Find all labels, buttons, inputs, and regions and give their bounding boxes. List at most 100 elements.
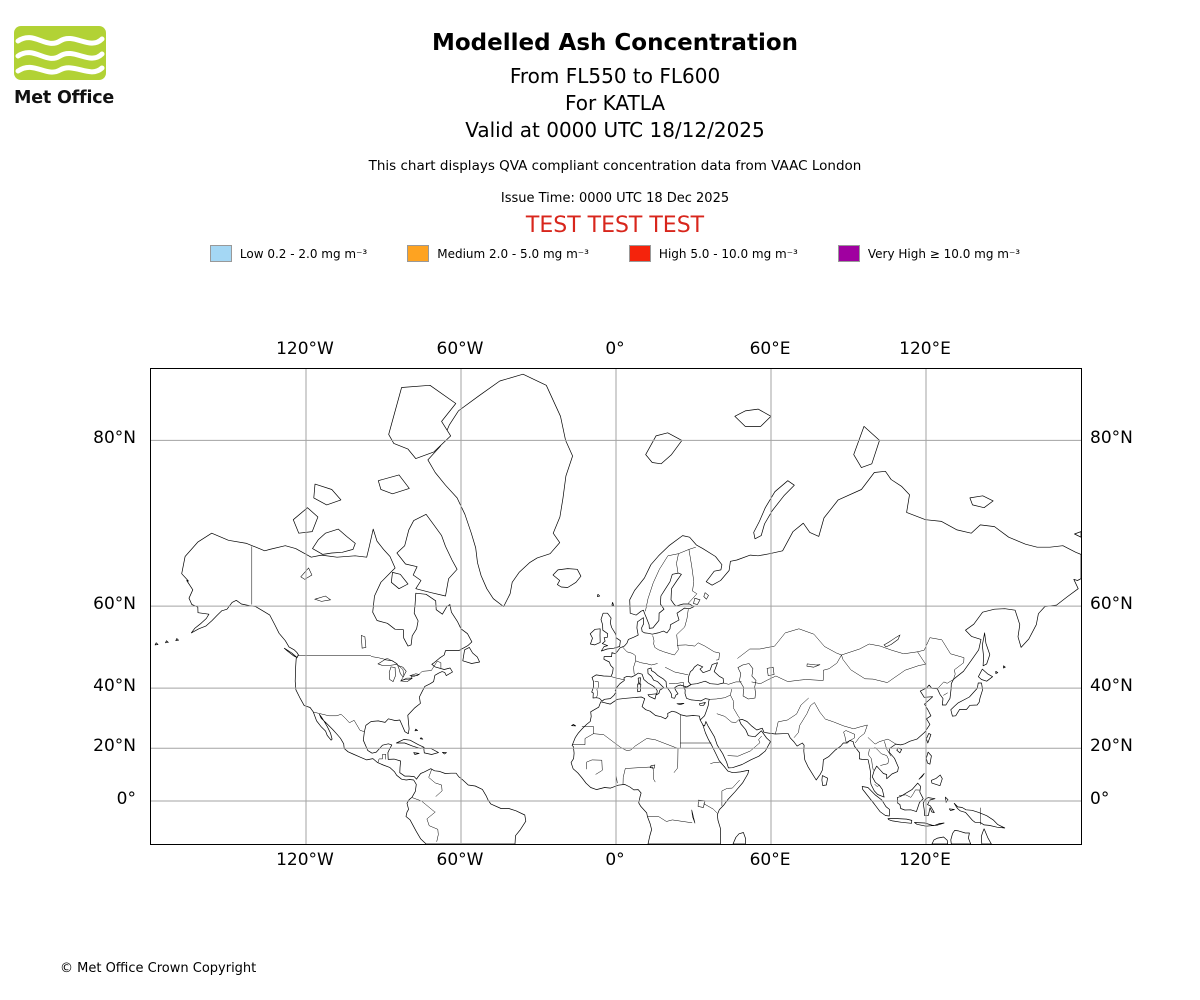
border-eritrea-ethiopia [710, 761, 726, 768]
land-cuba [396, 739, 425, 749]
land-new-siberian [969, 495, 994, 509]
lake-lake-tanganyika [691, 809, 696, 824]
legend-item-low: Low 0.2 - 2.0 mg m⁻³ [209, 245, 367, 262]
land-novaya-zemlya [753, 480, 795, 540]
land-kuril-1 [995, 670, 999, 674]
border-iran-iraq [730, 694, 741, 719]
legend-swatch-high [628, 245, 651, 262]
axis-tick-label: 120°W [276, 339, 334, 359]
land-cyprus [699, 702, 706, 706]
axis-tick-label: 40°N [1090, 676, 1133, 697]
land-greenland [427, 373, 573, 607]
page-title: Modelled Ash Concentration [431, 30, 799, 56]
axis-tick-label: 60°W [436, 339, 484, 359]
border-colombia-venezuela [428, 768, 443, 797]
border-france-spain [611, 676, 625, 681]
land-southampton [390, 572, 409, 590]
border-sahara-algeria-mali-niger [593, 733, 679, 751]
copyright-notice: © Met Office Crown Copyright [60, 961, 257, 976]
axis-tick-label: 120°E [899, 850, 951, 870]
lake-lake-ladoga [693, 597, 701, 605]
border-caucasus [723, 681, 742, 685]
land-newfoundland [462, 647, 480, 664]
map-borders [251, 546, 981, 842]
legend-item-high: High 5.0 - 10.0 mg m⁻³ [628, 245, 798, 262]
axis-tick-label: 60°N [93, 594, 136, 615]
subtitle-volcano: For KATLA [565, 91, 665, 115]
issue-time: Issue Time: 0000 UTC 18 Dec 2025 [500, 191, 730, 206]
map-gridlines [151, 369, 1081, 844]
subtitle-valid-time: Valid at 0000 UTC 18/12/2025 [465, 118, 765, 142]
land-franz-josef [734, 408, 772, 427]
world-map-svg [151, 369, 1081, 844]
world-map [150, 368, 1082, 845]
axis-tick-label: 60°E [749, 850, 791, 870]
land-vancouver-island [283, 647, 298, 659]
legend-swatch-very-high [837, 245, 860, 262]
axis-tick-label: 80°N [1090, 428, 1133, 449]
land-new-guinea [953, 802, 1006, 829]
border-us-mexico [313, 711, 365, 732]
land-aleutian-3 [154, 642, 159, 646]
land-halmahera [945, 796, 949, 803]
axis-tick-label: 60°E [749, 339, 791, 359]
border-himalaya [814, 702, 868, 730]
land-luzon [925, 751, 932, 765]
axis-tick-label: 0° [605, 850, 625, 870]
border-thailand-myanmar [868, 749, 874, 771]
met-office-logo: Met Office [14, 26, 134, 108]
axis-tick-label: 0° [116, 789, 136, 809]
border-western-sahara [572, 726, 594, 745]
land-svalbard [645, 432, 683, 465]
border-baltics-poland [674, 609, 689, 656]
border-greece-north [669, 682, 685, 688]
border-ukraine-russia [697, 642, 720, 661]
met-office-logo-text: Met Office [14, 88, 115, 108]
land-palawan [918, 773, 925, 780]
border-laos-thailand-cambodia [874, 747, 890, 766]
border-korea-dmz [943, 692, 948, 696]
lake-lake-winnipeg [360, 635, 367, 649]
land-americas [181, 528, 527, 844]
land-bahamas-1 [414, 728, 418, 732]
land-great-britain [600, 612, 621, 652]
land-shetland [611, 602, 615, 606]
border-russia-kazakhstan [737, 628, 842, 659]
legend: Low 0.2 - 2.0 mg m⁻³ Medium 2.0 - 5.0 mg… [30, 245, 1200, 262]
met-office-logo-graphic [14, 26, 106, 80]
legend-item-medium: Medium 2.0 - 5.0 mg m⁻³ [407, 245, 589, 262]
land-puerto-rico [442, 752, 447, 755]
border-alps [635, 660, 658, 666]
land-faroe [597, 593, 601, 597]
lake-caspian-sea [737, 663, 757, 700]
border-peru-brazil [426, 811, 439, 842]
border-saudi-iraq [716, 713, 740, 723]
land-corsica [637, 677, 641, 684]
border-ukraine-north [676, 642, 699, 647]
map-land [154, 373, 1081, 844]
land-melville-island [313, 483, 342, 506]
axis-tick-label: 20°N [1090, 736, 1133, 757]
border-central-asia [751, 675, 824, 684]
land-victoria-island [312, 528, 356, 555]
legend-item-very-high: Very High ≥ 10.0 mg m⁻³ [837, 245, 1020, 262]
axis-tick-label: 120°W [276, 850, 334, 870]
border-sudan-chad [673, 748, 679, 773]
border-kenya-tanzania [703, 803, 718, 814]
land-madagascar-north [732, 832, 747, 844]
border-china-southeast-asia [867, 737, 896, 745]
land-australia-top-end [950, 830, 972, 844]
land-hokkaido [978, 668, 993, 682]
land-wrangel [1074, 531, 1081, 538]
land-eurasia [591, 470, 1081, 798]
land-hainan [896, 747, 903, 754]
border-malaysia-thailand [874, 784, 880, 787]
land-australia-kimberley [931, 836, 949, 844]
axis-tick-label: 40°N [93, 676, 136, 697]
land-aleutian-2 [165, 640, 169, 644]
legend-label-high: High 5.0 - 10.0 mg m⁻³ [658, 246, 798, 261]
border-guatemala-mexico [377, 754, 387, 763]
lake-lake-baikal [883, 634, 901, 648]
axis-tick-label: 60°N [1090, 594, 1133, 615]
